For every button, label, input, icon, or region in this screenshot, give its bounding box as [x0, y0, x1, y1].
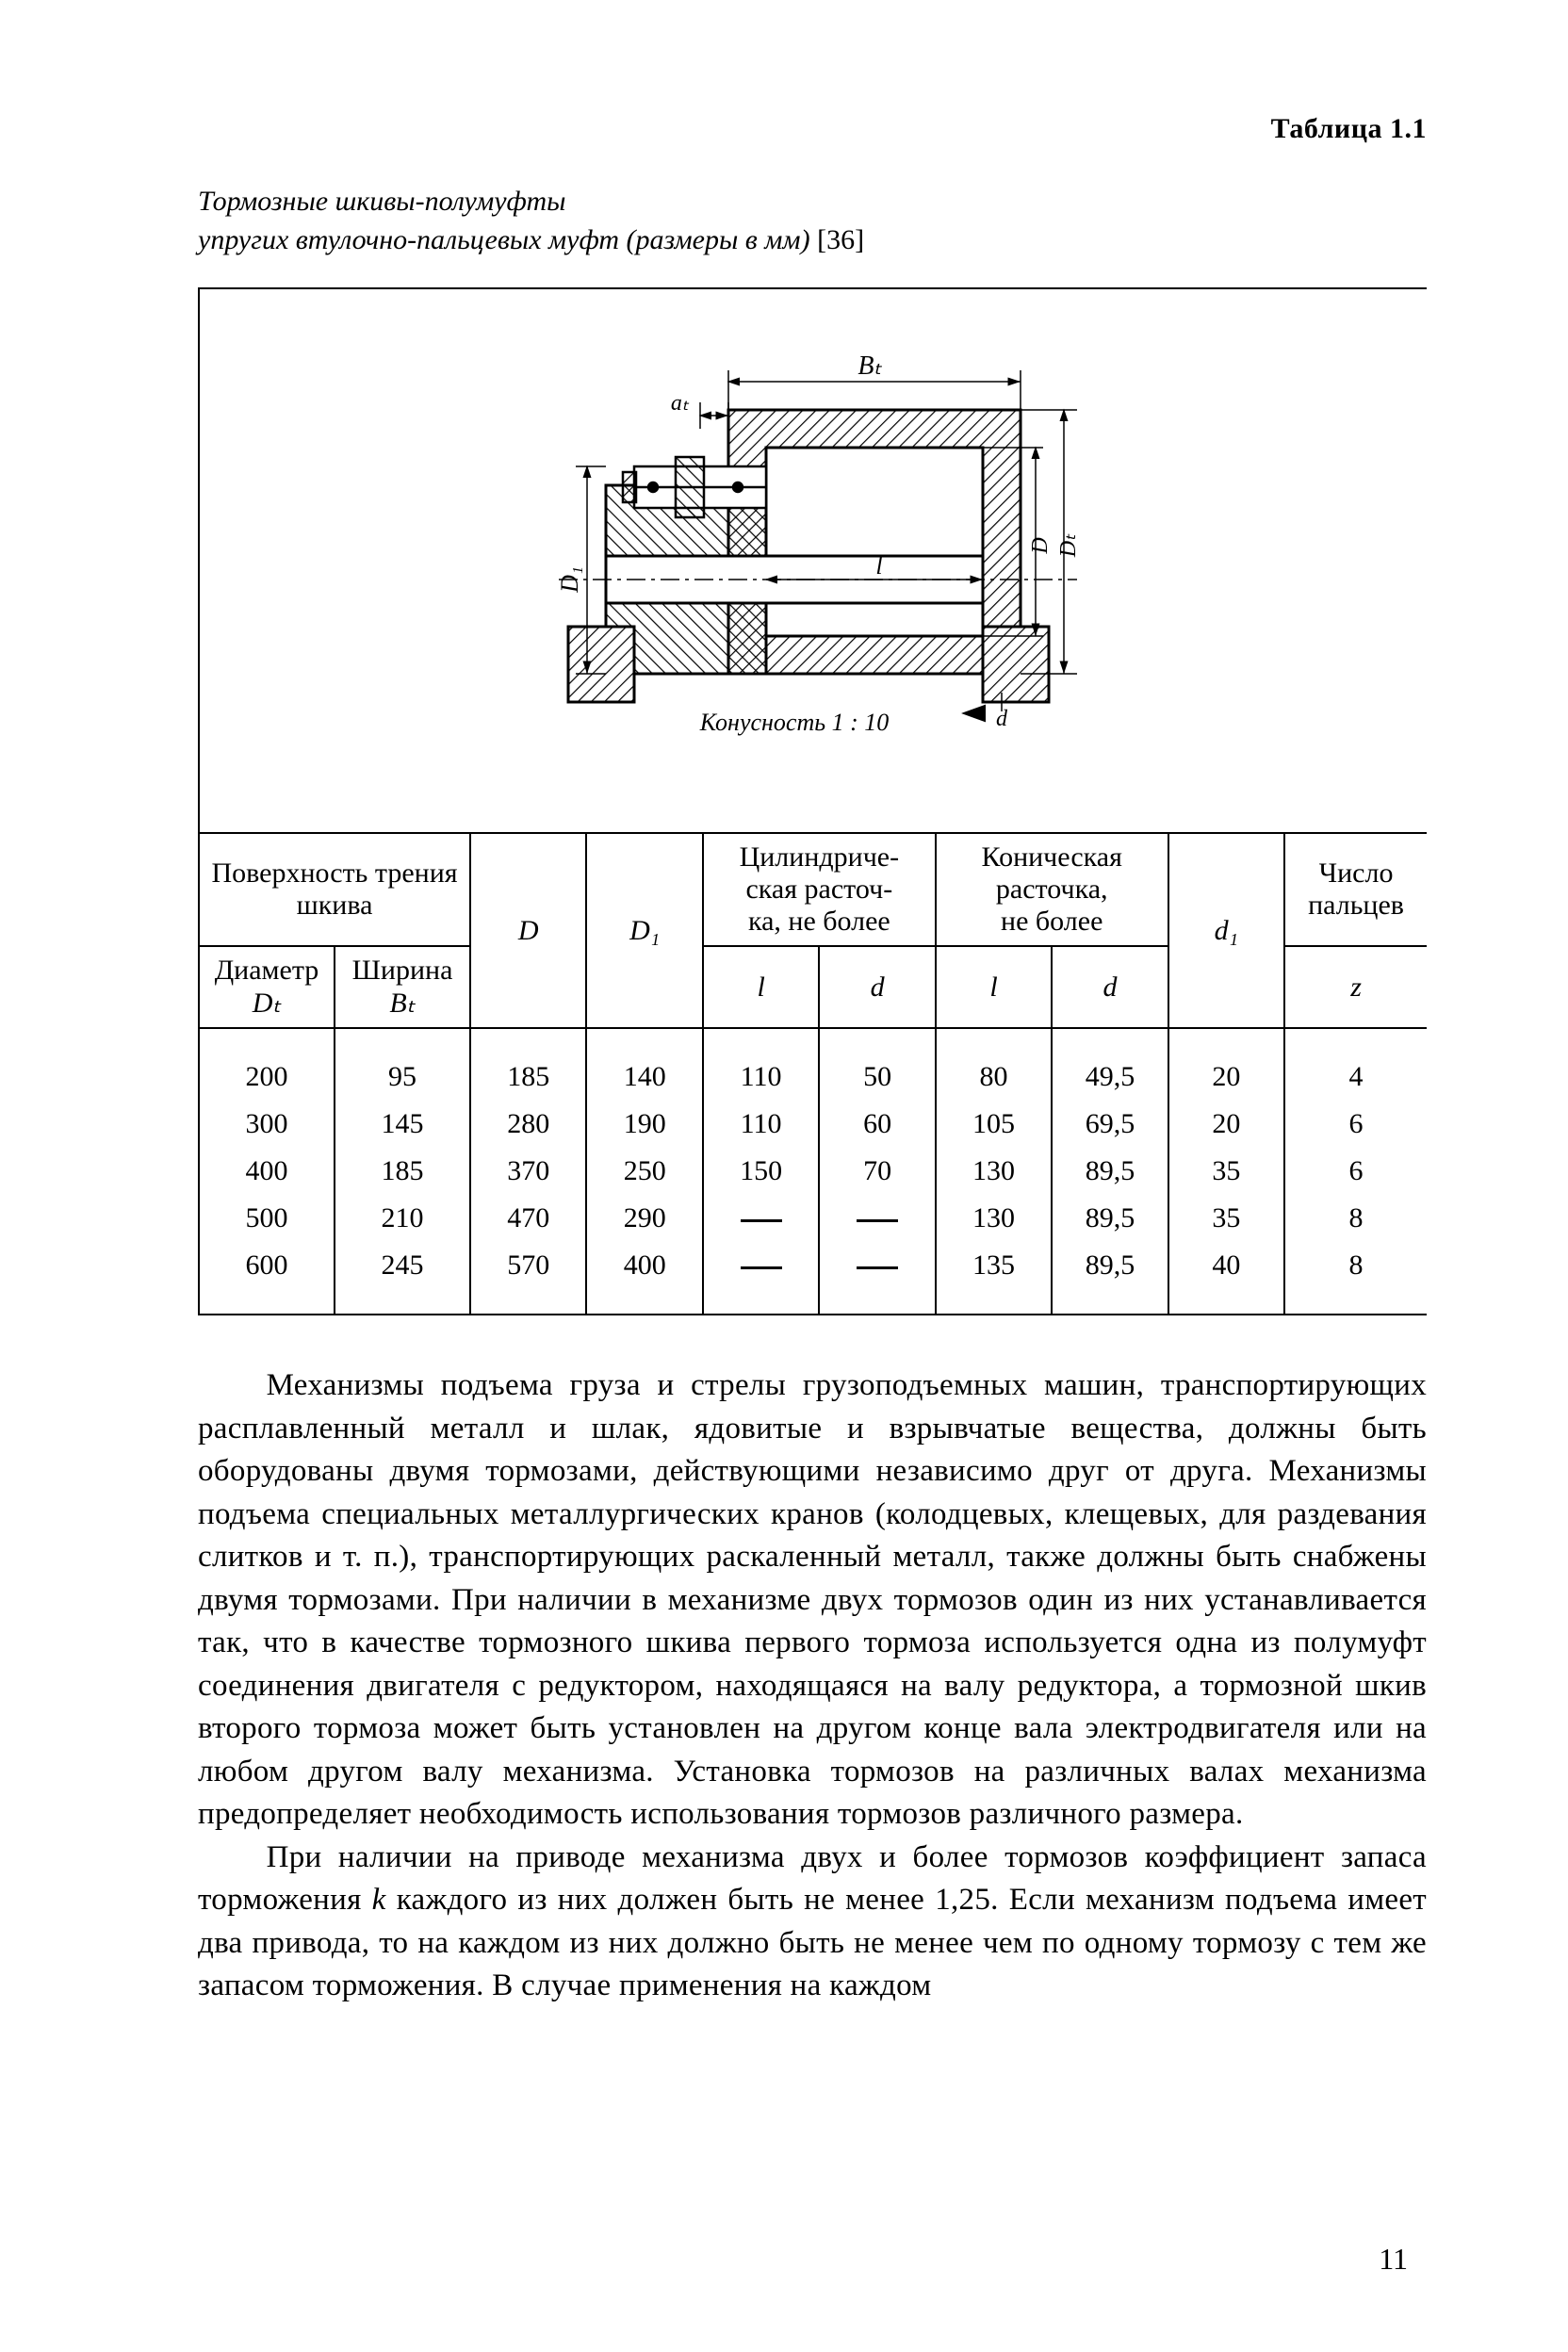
- data-table: Bₜ aₜ: [198, 287, 1427, 1315]
- table-cell: 70: [819, 1142, 935, 1189]
- table-cell: 250: [586, 1142, 702, 1189]
- table-cell: 49,5: [1052, 1028, 1168, 1095]
- table-cell: 130: [936, 1189, 1052, 1236]
- th-diameter: Диаметр Dₜ: [199, 946, 335, 1028]
- table-row: 4001853702501507013089,5356: [199, 1142, 1427, 1189]
- table-caption: Тормозные шкивы-полумуфты упругих втулоч…: [198, 183, 1427, 259]
- dim-label-bt: Bₜ: [858, 351, 882, 381]
- table-cell: 140: [586, 1028, 702, 1095]
- table-cell: 6: [1284, 1095, 1427, 1142]
- table-cell: 185: [335, 1142, 470, 1189]
- table-row: 20095185140110508049,5204: [199, 1028, 1427, 1095]
- th-friction-surface: Поверхность трения шкива: [199, 833, 470, 946]
- table-cell: 600: [199, 1236, 335, 1315]
- table-cell: 69,5: [1052, 1095, 1168, 1142]
- dim-label-d1: D₁: [556, 566, 583, 594]
- th-cone-l: l: [936, 946, 1052, 1028]
- th-width: Ширина Bₜ: [335, 946, 470, 1028]
- table-row: 500210470290 13089,5358: [199, 1189, 1427, 1236]
- engineering-drawing: Bₜ aₜ: [455, 344, 1171, 777]
- table-cell: 50: [819, 1028, 935, 1095]
- table-cell: 35: [1168, 1142, 1284, 1189]
- table-cell: 40: [1168, 1236, 1284, 1315]
- th-cyl-d: d: [819, 946, 935, 1028]
- table-cell: 8: [1284, 1236, 1427, 1315]
- table-cell: 89,5: [1052, 1142, 1168, 1189]
- table-cell: 60: [819, 1095, 935, 1142]
- caption-line-1: Тормозные шкивы-полумуфты: [198, 186, 565, 217]
- table-cell: 95: [335, 1028, 470, 1095]
- table-cell: 190: [586, 1095, 702, 1142]
- diagram-wrap: Bₜ aₜ: [207, 297, 1419, 825]
- table-row: 3001452801901106010569,5206: [199, 1095, 1427, 1142]
- table-cell: 8: [1284, 1189, 1427, 1236]
- paragraph: При наличии на приводе механизма двух и …: [198, 1837, 1427, 2008]
- diagram-cell: Bₜ aₜ: [199, 288, 1427, 833]
- table-cell: 130: [936, 1142, 1052, 1189]
- table-cell: 4: [1284, 1028, 1427, 1095]
- th-cyl: Цилиндриче- ская расточ- ка, не более: [703, 833, 936, 946]
- table-cell: 135: [936, 1236, 1052, 1315]
- th-d1: d₁: [1168, 833, 1284, 1028]
- table-cell: 110: [703, 1028, 819, 1095]
- dim-label-at: aₜ: [671, 391, 690, 416]
- table-cell: 105: [936, 1095, 1052, 1142]
- th-D: D: [470, 833, 586, 1028]
- body-text: Механизмы подъема груза и стрелы грузопо…: [198, 1364, 1427, 2008]
- th-cone-d: d: [1052, 946, 1168, 1028]
- table-cell: 145: [335, 1095, 470, 1142]
- table-cell: 89,5: [1052, 1189, 1168, 1236]
- table-cell: 185: [470, 1028, 586, 1095]
- th-finger-count: Число пальцев: [1284, 833, 1427, 946]
- table-cell: 300: [199, 1095, 335, 1142]
- table-cell: 245: [335, 1236, 470, 1315]
- table-cell: [819, 1189, 935, 1236]
- caption-ref: [36]: [810, 224, 864, 255]
- th-D1: D₁: [586, 833, 702, 1028]
- dim-label-dt: Dₜ: [1056, 533, 1081, 558]
- table-cell: 6: [1284, 1142, 1427, 1189]
- table-cell: 370: [470, 1142, 586, 1189]
- caption-line-2: упругих втулочно-пальцевых муфт (размеры…: [198, 224, 810, 255]
- table-cell: 20: [1168, 1095, 1284, 1142]
- dim-label-l: l: [875, 552, 882, 580]
- table-cell: 500: [199, 1189, 335, 1236]
- table-cell: 210: [335, 1189, 470, 1236]
- page-number: 11: [1379, 2242, 1408, 2277]
- paragraph: Механизмы подъема груза и стрелы грузопо…: [198, 1364, 1427, 1837]
- table-cell: 570: [470, 1236, 586, 1315]
- th-z: z: [1284, 946, 1427, 1028]
- page: Таблица 1.1 Тормозные шкивы-полумуфты уп…: [0, 0, 1568, 2352]
- table-cell: 470: [470, 1189, 586, 1236]
- th-cyl-l: l: [703, 946, 819, 1028]
- table-cell: 110: [703, 1095, 819, 1142]
- table-cell: [819, 1236, 935, 1315]
- table-cell: 80: [936, 1028, 1052, 1095]
- table-cell: 89,5: [1052, 1236, 1168, 1315]
- table-cell: 35: [1168, 1189, 1284, 1236]
- table-cell: 200: [199, 1028, 335, 1095]
- table-row: 600245570400 13589,5408: [199, 1236, 1427, 1315]
- table-cell: 280: [470, 1095, 586, 1142]
- table-cell: 400: [586, 1236, 702, 1315]
- table-cell: 20: [1168, 1028, 1284, 1095]
- table-cell: 290: [586, 1189, 702, 1236]
- table-cell: 150: [703, 1142, 819, 1189]
- taper-label: Конусность 1 : 10: [699, 709, 889, 736]
- table-cell: [703, 1189, 819, 1236]
- table-cell: 400: [199, 1142, 335, 1189]
- th-cone: Коническая расточка, не более: [936, 833, 1168, 946]
- table-cell: [703, 1236, 819, 1315]
- table-number: Таблица 1.1: [198, 113, 1427, 145]
- dim-label-d: D: [1028, 537, 1053, 554]
